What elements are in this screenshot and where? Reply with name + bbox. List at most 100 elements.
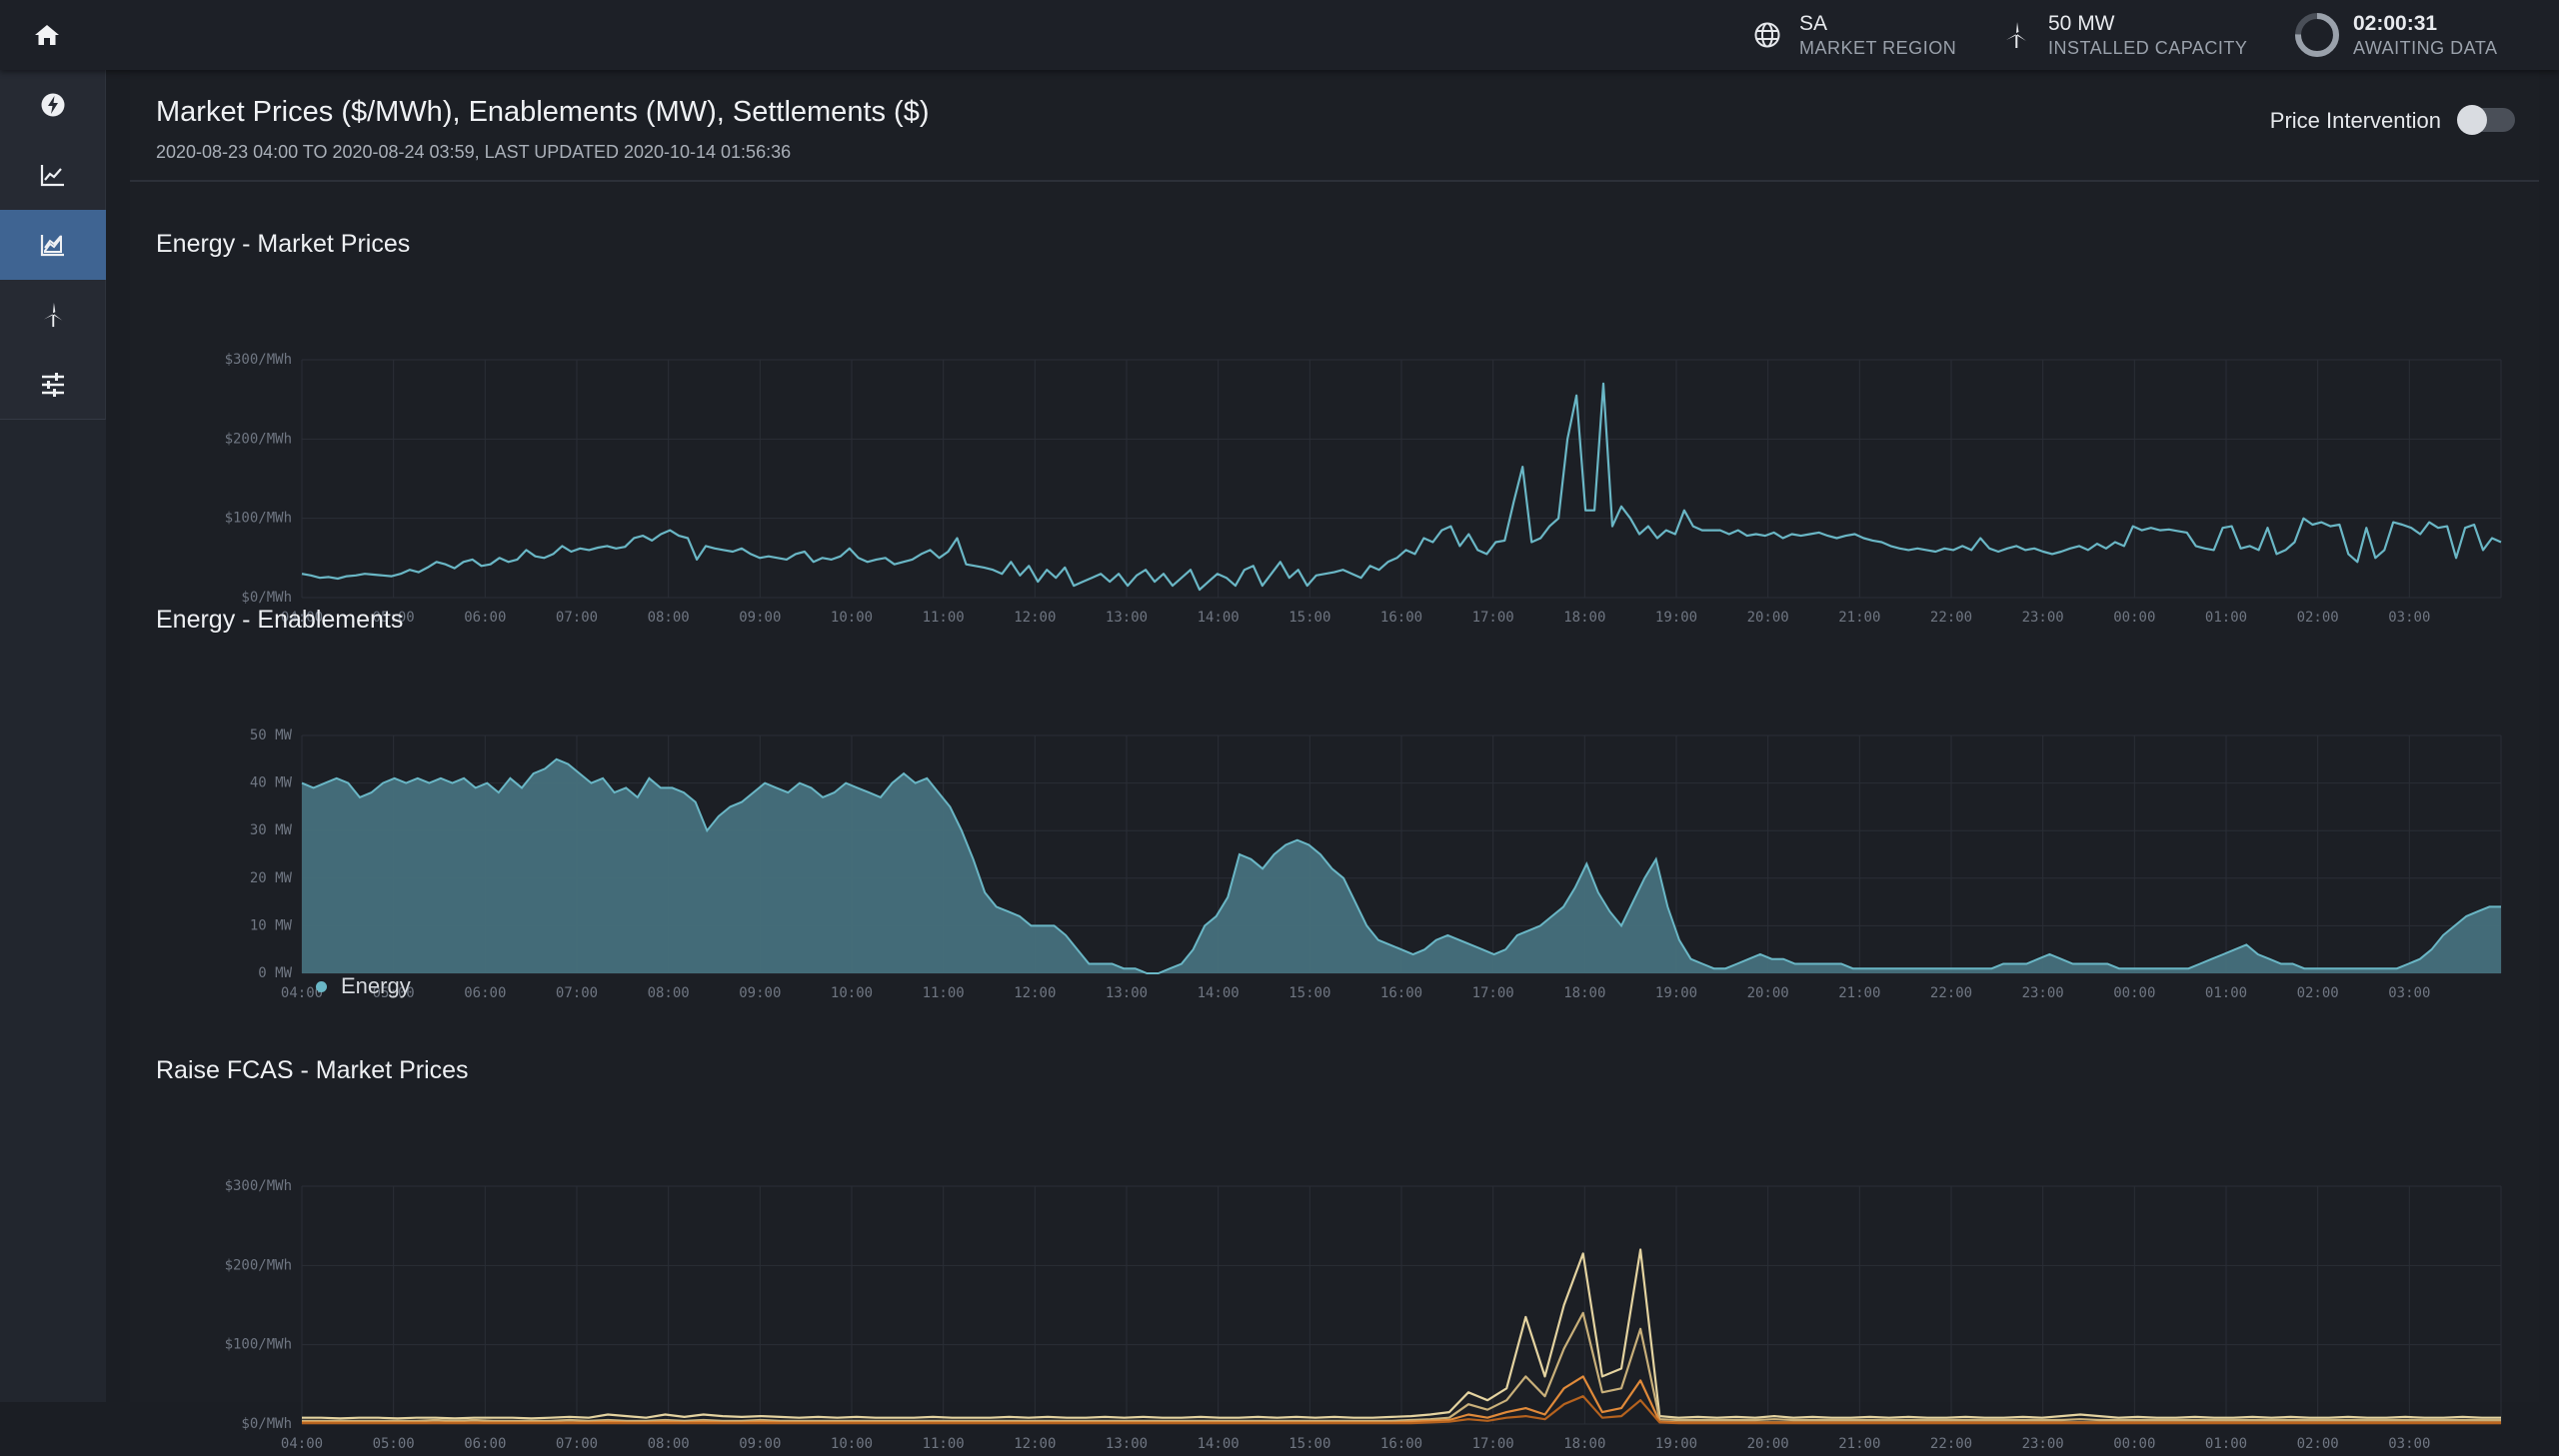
page-subtitle: 2020-08-23 04:00 TO 2020-08-24 03:59, LA… [156, 142, 792, 162]
x-tick-label: 10:00 [831, 1436, 873, 1452]
x-tick-label: 18:00 [1563, 985, 1605, 1001]
energy-enablements-title: Energy - Enablements [156, 606, 404, 634]
x-tick-label: 12:00 [1014, 985, 1056, 1001]
x-tick-label: 11:00 [923, 985, 965, 1001]
x-tick-label: 03:00 [2388, 985, 2430, 1001]
x-tick-label: 15:00 [1288, 1436, 1330, 1452]
x-tick-label: 22:00 [1930, 985, 1972, 1001]
x-tick-label: 01:00 [2205, 1436, 2247, 1452]
x-tick-label: 19:00 [1655, 1436, 1697, 1452]
x-tick-label: 07:00 [556, 985, 598, 1001]
sidebar-item-market-prices[interactable] [0, 210, 106, 280]
x-tick-label: 06:00 [464, 985, 506, 1001]
energy-enablements-chart: 04:00 05:00 06:00 07:00 08:00 09:00 10:00 11:00… [250, 728, 2502, 1001]
installed-capacity-label: INSTALLED CAPACITY [2048, 38, 2248, 58]
installed-capacity-stat: 50 MW INSTALLED CAPACITY [1998, 10, 2247, 60]
x-tick-label: 17:00 [1472, 985, 1514, 1001]
x-tick-label: 18:00 [1563, 1436, 1605, 1452]
sliders-icon [42, 373, 64, 397]
x-tick-label: 09:00 [739, 1436, 781, 1452]
x-tick-label: 05:00 [373, 985, 415, 1001]
x-tick-label: 01:00 [2205, 610, 2247, 626]
sidebar-item-dashboard[interactable] [0, 70, 106, 140]
market-region-value: SA [1799, 12, 1828, 35]
x-tick-label: 08:00 [648, 610, 690, 626]
page-title: Market Prices ($/MWh), Enablements (MW),… [156, 96, 930, 128]
x-tick-label: 11:00 [923, 610, 965, 626]
x-tick-label: 12:00 [1014, 610, 1056, 626]
energy-prices-title: Energy - Market Prices [156, 230, 411, 258]
x-tick-label: 12:00 [1014, 1436, 1056, 1452]
x-tick-label: 00:00 [2113, 1436, 2155, 1452]
raise-fcas-prices-chart: 04:00 05:00 06:00 07:00 08:00 09:00 10:00 11:00… [225, 1178, 2502, 1452]
y-tick-label: 30 MW [250, 822, 293, 838]
x-tick-label: 23:00 [2022, 1436, 2064, 1452]
x-tick-label: 02:00 [2297, 985, 2339, 1001]
x-tick-label: 18:00 [1563, 610, 1605, 626]
x-tick-label: 16:00 [1380, 985, 1422, 1001]
x-tick-label: 10:00 [831, 610, 873, 626]
x-tick-label: 13:00 [1106, 610, 1148, 626]
sidebar-nav [0, 70, 106, 420]
sidebar [0, 70, 106, 1402]
y-tick-label: 50 MW [250, 728, 293, 743]
x-tick-label: 04:00 [281, 985, 323, 1001]
x-tick-label: 09:00 [739, 985, 781, 1001]
sidebar-item-trends[interactable] [0, 140, 106, 210]
x-tick-label: 13:00 [1106, 985, 1148, 1001]
x-tick-label: 14:00 [1198, 610, 1240, 626]
x-tick-label: 22:00 [1930, 1436, 1972, 1452]
home-icon [35, 25, 59, 45]
wind-turbine-icon [43, 302, 63, 328]
x-tick-label: 17:00 [1472, 1436, 1514, 1452]
x-tick-label: 21:00 [1838, 610, 1880, 626]
y-tick-label: $0/MWh [241, 590, 292, 606]
x-tick-label: 02:00 [2297, 1436, 2339, 1452]
x-tick-label: 21:00 [1838, 1436, 1880, 1452]
energy-legend-label: Energy [341, 973, 411, 998]
x-tick-label: 00:00 [2113, 610, 2155, 626]
raise-fcas-prices-title: Raise FCAS - Market Prices [156, 1056, 469, 1084]
sidebar-item-settings[interactable] [0, 350, 106, 420]
sidebar-item-assets[interactable] [0, 280, 106, 350]
x-tick-label: 04:00 [281, 610, 323, 626]
x-tick-label: 08:00 [648, 1436, 690, 1452]
y-tick-label: $300/MWh [225, 352, 292, 368]
price-intervention-toggle[interactable] [2457, 105, 2515, 135]
x-tick-label: 16:00 [1380, 610, 1422, 626]
x-tick-label: 23:00 [2022, 985, 2064, 1001]
y-tick-label: $200/MWh [225, 1257, 292, 1273]
market-region-label: MARKET REGION [1799, 38, 1957, 58]
x-tick-label: 19:00 [1655, 985, 1697, 1001]
series-line [301, 382, 2502, 592]
toggle-knob [2457, 105, 2487, 135]
y-tick-label: $100/MWh [225, 511, 292, 527]
installed-capacity-value: 50 MW [2048, 12, 2115, 35]
x-tick-label: 20:00 [1747, 985, 1789, 1001]
x-tick-label: 01:00 [2205, 985, 2247, 1001]
globe-icon [1749, 17, 1785, 53]
x-tick-label: 23:00 [2022, 610, 2064, 626]
x-tick-label: 19:00 [1655, 610, 1697, 626]
data-timer-stat: 02:00:31 AWAITING DATA [2293, 10, 2498, 60]
y-tick-label: $0/MWh [241, 1416, 292, 1432]
enablements-legend[interactable]: Energy [316, 973, 411, 999]
y-tick-label: 10 MW [250, 917, 293, 933]
energy-legend-dot [316, 980, 327, 992]
series-line [301, 757, 2501, 974]
y-tick-label: 0 MW [258, 965, 292, 981]
x-tick-label: 11:00 [923, 1436, 965, 1452]
energy-prices-chart: 04:00 05:00 06:00 07:00 08:00 09:00 10:00 11:00… [225, 352, 2502, 626]
series-area [302, 758, 2501, 973]
x-tick-label: 07:00 [556, 1436, 598, 1452]
x-tick-label: 20:00 [1747, 1436, 1789, 1452]
y-tick-label: $200/MWh [225, 431, 292, 447]
x-tick-label: 06:00 [464, 1436, 506, 1452]
lightning-icon [41, 93, 65, 117]
x-tick-label: 05:00 [373, 1436, 415, 1452]
home-button[interactable] [0, 0, 94, 70]
x-tick-label: 14:00 [1198, 985, 1240, 1001]
x-tick-label: 14:00 [1198, 1436, 1240, 1452]
x-tick-label: 02:00 [2297, 610, 2339, 626]
wind-turbine-icon [1998, 17, 2034, 53]
